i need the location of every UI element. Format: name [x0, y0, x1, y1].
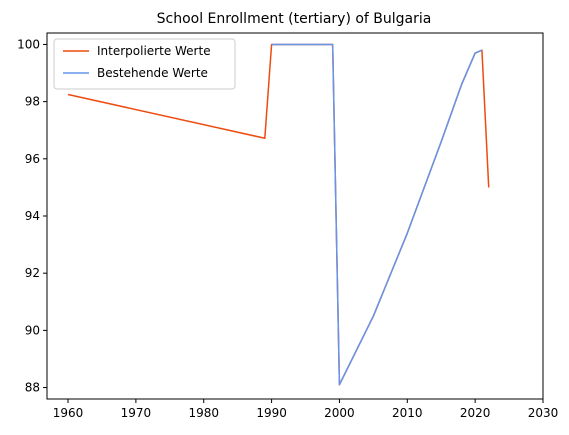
x-tick-label: 2020	[460, 406, 491, 420]
y-tick-label: 96	[25, 152, 40, 166]
legend-label: Interpolierte Werte	[97, 44, 211, 58]
plot-frame	[46, 32, 544, 400]
legend: Interpolierte Werte Bestehende Werte	[53, 38, 236, 90]
legend-box	[53, 38, 236, 90]
series-layer	[67, 43, 490, 386]
y-tick-label: 88	[25, 381, 40, 395]
y-tick-label: 92	[25, 266, 40, 280]
chart-title: School Enrollment (tertiary) of Bulgaria	[157, 11, 432, 27]
x-tick-label: 1960	[53, 406, 84, 420]
y-tick-label: 94	[25, 209, 40, 223]
y-tick-label: 98	[25, 95, 40, 109]
legend-label: Bestehende Werte	[97, 66, 208, 80]
x-tick-label: 2000	[324, 406, 355, 420]
y-tick-label: 90	[25, 323, 40, 337]
x-tick-label: 2010	[392, 406, 423, 420]
x-tick-label: 1980	[188, 406, 219, 420]
x-tick-label: 1990	[256, 406, 287, 420]
series-line-2	[271, 43, 483, 386]
y-tick-label: 100	[17, 37, 40, 51]
plot-area	[47, 33, 543, 399]
x-tick-label: 1970	[121, 406, 152, 420]
axes-layer: 1960 1970 1980 1990 2000 2010 2020 2030 88 90 92 94…	[17, 37, 558, 420]
x-tick-label: 2030	[528, 406, 559, 420]
